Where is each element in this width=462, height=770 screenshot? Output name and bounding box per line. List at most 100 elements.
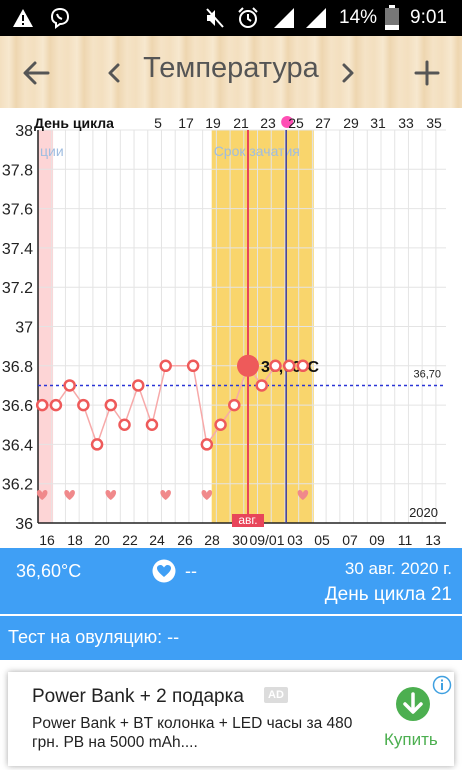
y-tick-label: 36.4 (2, 437, 33, 454)
status-bar: 14% 9:01 (0, 0, 462, 36)
x-tick-label: 28 (204, 532, 220, 548)
x-tick-label: 18 (67, 532, 83, 548)
temperature-line-segment (96, 404, 112, 445)
signal-icon (274, 8, 294, 28)
cycle-day-axis-label: День цикла (34, 115, 114, 131)
y-tick-label: 37.4 (2, 241, 33, 258)
ad-description[interactable]: Power Bank + BT колонка + LED часы за 48… (32, 715, 353, 751)
data-point (63, 379, 76, 392)
y-tick-label: 36 (15, 516, 33, 533)
download-arrow-icon[interactable] (395, 686, 431, 722)
ad-badge: AD (264, 687, 288, 703)
y-tick-label: 37.6 (2, 202, 33, 219)
heart-value: -- (185, 561, 197, 581)
data-point (228, 398, 241, 412)
x-tick-label: 09 (369, 532, 385, 548)
heart-icon (297, 490, 309, 500)
ovulation-test-bar[interactable]: Тест на овуляцию: -- (0, 616, 462, 660)
chevron-left-icon[interactable] (106, 62, 122, 84)
x-tick-label: 26 (177, 532, 193, 548)
x-tick-label: 05 (314, 532, 330, 548)
plus-icon[interactable] (414, 60, 440, 86)
chart-canvas[interactable]: 38 37.8 37.6 37.4 37.2 37 36.8 36.6 36.4 36.2 36 ци… (0, 108, 462, 548)
ad-banner[interactable]: Power Bank + 2 подарка AD Power Bank + B… (8, 672, 454, 766)
temperature-line-segment (151, 365, 167, 425)
date-label: 30 авг. 2020 г. (344, 559, 452, 578)
temperature-line-segment (123, 385, 139, 425)
month-marker-label: авг. (238, 513, 257, 527)
y-tick-label: 37.8 (2, 162, 33, 179)
mute-icon (206, 8, 224, 28)
data-point (145, 418, 159, 431)
clock: 9:01 (410, 7, 447, 28)
y-tick-label: 36.2 (2, 477, 33, 494)
y-tick-label: 37 (15, 320, 33, 337)
y-tick-label: 36.6 (2, 398, 33, 415)
warning-icon (13, 9, 33, 27)
data-point (269, 359, 282, 373)
coverline-label: 36,70 (413, 368, 441, 380)
y-tick-label: 38 (15, 123, 33, 140)
data-point (49, 398, 63, 412)
x-tick-label: 11 (398, 532, 413, 548)
data-point (282, 359, 296, 373)
battery-percent: 14% (339, 7, 378, 28)
heart-icon (64, 490, 75, 500)
ad-title[interactable]: Power Bank + 2 подарка (32, 686, 244, 707)
data-point (104, 398, 118, 412)
day-info-panel[interactable]: 36,60°C -- 30 авг. 2020 г. День цикла 21 (0, 548, 462, 614)
page-title: Температура (143, 52, 319, 84)
band-label: ции (40, 143, 64, 159)
x-tick-label: 22 (122, 532, 138, 548)
temperature-line-segment (192, 365, 208, 445)
cycle-day-tick: 17 (178, 115, 194, 131)
y-tick-label: 36.8 (2, 359, 33, 376)
cycle-day-tick: 19 (205, 115, 221, 131)
temperature-line-segment (137, 385, 153, 425)
cycle-day-tick: 23 (260, 115, 276, 131)
cycle-day-tick: 27 (315, 115, 331, 131)
heart-icon (105, 490, 117, 500)
data-point (159, 359, 172, 373)
x-tick-label: 07 (342, 532, 358, 548)
x-tick-label: 24 (149, 532, 165, 548)
alarm-icon (238, 7, 258, 28)
x-tick-label: 13 (425, 532, 441, 548)
cycle-day-tick: 25 (288, 115, 304, 131)
y-tick-label: 37.2 (2, 280, 33, 297)
ovulation-dot (281, 116, 294, 128)
info-icon[interactable] (432, 675, 452, 695)
data-point (214, 418, 227, 431)
data-point (200, 438, 214, 451)
cycle-day-label: День цикла 21 (324, 584, 452, 605)
battery-icon (385, 5, 399, 30)
cycle-day-tick: 31 (370, 115, 386, 131)
selected-data-point (237, 354, 259, 377)
data-point (131, 379, 145, 392)
x-tick-label: 30 (232, 532, 248, 548)
temperature-line-segment (82, 404, 98, 445)
back-arrow-icon[interactable] (22, 60, 50, 86)
buy-button[interactable]: Купить (384, 730, 438, 749)
x-tick-label: 16 (39, 532, 55, 548)
temperature-chart[interactable]: 38 37.8 37.6 37.4 37.2 37 36.8 36.6 36.4 36.2 36 ци… (0, 108, 462, 548)
signal-icon (306, 8, 326, 28)
data-point (90, 438, 104, 451)
viber-icon (50, 7, 70, 29)
heart-icon (36, 490, 48, 500)
x-tick-label: 20 (94, 532, 110, 548)
temperature-value: 36,60°C (16, 561, 82, 581)
heart-icon (160, 490, 171, 500)
x-tick-label: 03 (287, 532, 303, 548)
chevron-right-icon[interactable] (340, 62, 356, 84)
ovulation-test-label: Тест на овуляцию: -- (8, 627, 180, 647)
heart-icon[interactable] (151, 558, 177, 584)
cycle-day-tick: 33 (398, 115, 414, 131)
cycle-day-tick: 35 (426, 115, 442, 131)
cycle-day-tick: 21 (233, 115, 249, 131)
cycle-day-tick: 29 (343, 115, 359, 131)
data-point (296, 359, 310, 373)
data-point (186, 359, 200, 373)
band-label: Срок зачатия (214, 143, 300, 159)
year-label: 2020 (409, 505, 438, 520)
